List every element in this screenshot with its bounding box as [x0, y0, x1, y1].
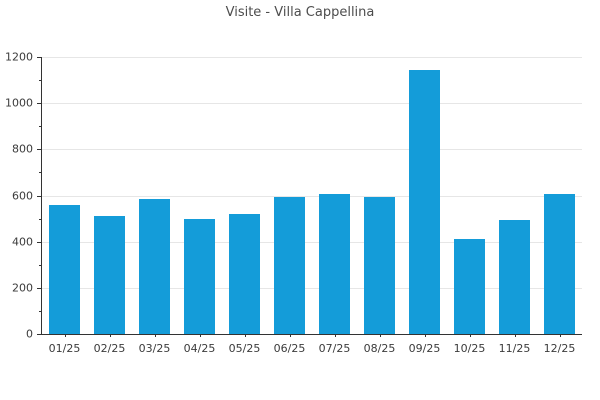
- x-tick-label: 06/25: [273, 342, 306, 355]
- bar-06/25: [273, 196, 306, 334]
- x-tick-label: 08/25: [363, 342, 396, 355]
- y-axis-line: [41, 57, 42, 334]
- x-tick: [469, 334, 471, 337]
- y-major-tick: [37, 195, 41, 197]
- x-tick: [379, 334, 381, 337]
- gridline: [42, 103, 582, 105]
- y-minor-tick: [39, 80, 41, 82]
- x-tick: [424, 334, 426, 337]
- bar-08/25: [363, 196, 396, 334]
- gridline: [42, 195, 582, 197]
- x-tick-label: 07/25: [318, 342, 351, 355]
- gridline: [42, 241, 582, 243]
- bar-11/25: [498, 219, 531, 334]
- y-minor-tick: [39, 264, 41, 266]
- x-tick: [199, 334, 201, 337]
- x-tick-label: 10/25: [453, 342, 486, 355]
- y-minor-tick: [39, 172, 41, 174]
- y-tick-label: 0: [26, 327, 33, 341]
- gridline: [42, 287, 582, 289]
- x-tick-label: 11/25: [498, 342, 531, 355]
- bar-01/25: [48, 204, 81, 334]
- x-tick-label: 01/25: [48, 342, 81, 355]
- x-tick: [109, 334, 111, 337]
- y-tick-label: 800: [12, 142, 33, 156]
- y-minor-tick: [39, 126, 41, 128]
- y-major-tick: [37, 241, 41, 243]
- y-tick-label: 600: [12, 189, 33, 202]
- x-tick-label: 04/25: [183, 342, 216, 355]
- bar-02/25: [93, 216, 126, 334]
- y-tick-label: 1000: [5, 96, 33, 110]
- x-tick: [154, 334, 156, 337]
- x-tick: [289, 334, 291, 337]
- y-minor-tick: [39, 218, 41, 220]
- y-tick-label: 1200: [5, 50, 33, 64]
- gridline: [42, 57, 582, 58]
- bar-05/25: [228, 213, 261, 334]
- y-tick-label: 200: [12, 281, 33, 295]
- x-tick-label: 03/25: [138, 342, 171, 355]
- x-tick-label: 02/25: [93, 342, 126, 355]
- y-major-tick: [37, 149, 41, 151]
- x-tick-label: 12/25: [543, 342, 576, 355]
- bar-10/25: [453, 239, 486, 334]
- chart-title: Visite - Villa Cappellina: [225, 5, 375, 20]
- plot-area: 0 200 400 600 800 1000 1200 01/25 02/25 03/25 04/2…: [5, 51, 582, 355]
- x-tick-label: 05/25: [228, 342, 261, 355]
- bar-12/25: [543, 194, 576, 334]
- x-tick: [514, 334, 516, 337]
- y-major-tick: [37, 103, 41, 105]
- y-major-tick: [37, 57, 41, 58]
- bar-03/25: [138, 198, 171, 334]
- x-tick-label: 09/25: [408, 342, 441, 355]
- x-tick: [559, 334, 561, 337]
- bar-07/25: [318, 194, 351, 334]
- x-tick: [244, 334, 246, 337]
- y-major-tick: [37, 334, 41, 335]
- bar-04/25: [183, 218, 216, 334]
- gridline: [42, 149, 582, 151]
- x-tick: [64, 334, 66, 337]
- bar-09/25: [408, 69, 441, 334]
- y-tick-label: 400: [12, 235, 33, 249]
- y-major-tick: [37, 287, 41, 289]
- x-tick: [334, 334, 336, 337]
- y-minor-tick: [39, 310, 41, 312]
- x-axis-line: [41, 334, 582, 335]
